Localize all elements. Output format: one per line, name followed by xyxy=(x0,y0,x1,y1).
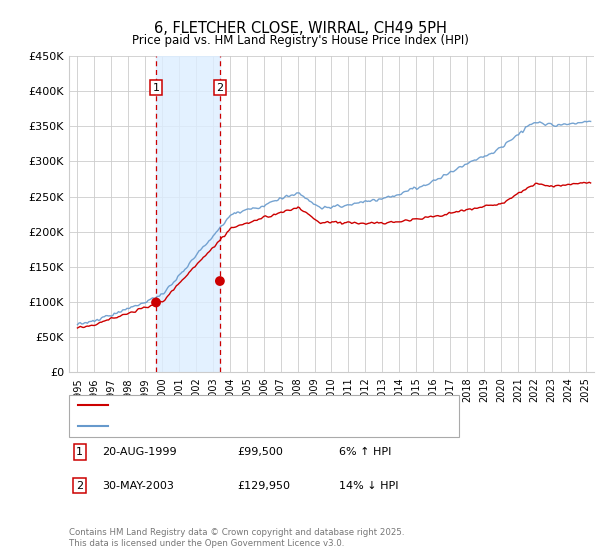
Point xyxy=(151,298,161,307)
Text: 6% ↑ HPI: 6% ↑ HPI xyxy=(339,447,391,457)
Text: Price paid vs. HM Land Registry's House Price Index (HPI): Price paid vs. HM Land Registry's House … xyxy=(131,34,469,46)
Text: £129,950: £129,950 xyxy=(237,480,290,491)
Text: 6, FLETCHER CLOSE, WIRRAL, CH49 5PH: 6, FLETCHER CLOSE, WIRRAL, CH49 5PH xyxy=(154,21,446,36)
Point xyxy=(215,277,224,286)
Text: 2: 2 xyxy=(217,83,223,92)
Text: 30-MAY-2003: 30-MAY-2003 xyxy=(102,480,174,491)
Text: 14% ↓ HPI: 14% ↓ HPI xyxy=(339,480,398,491)
Bar xyxy=(156,56,220,372)
Text: 20-AUG-1999: 20-AUG-1999 xyxy=(102,447,176,457)
Text: 2: 2 xyxy=(76,480,83,491)
Text: 1: 1 xyxy=(76,447,83,457)
Text: HPI: Average price, detached house, Wirral: HPI: Average price, detached house, Wirr… xyxy=(113,421,337,431)
Text: 6, FLETCHER CLOSE, WIRRAL, CH49 5PH (detached house): 6, FLETCHER CLOSE, WIRRAL, CH49 5PH (det… xyxy=(113,400,416,410)
Text: 1: 1 xyxy=(152,83,160,92)
Text: £99,500: £99,500 xyxy=(237,447,283,457)
Text: Contains HM Land Registry data © Crown copyright and database right 2025.
This d: Contains HM Land Registry data © Crown c… xyxy=(69,528,404,548)
